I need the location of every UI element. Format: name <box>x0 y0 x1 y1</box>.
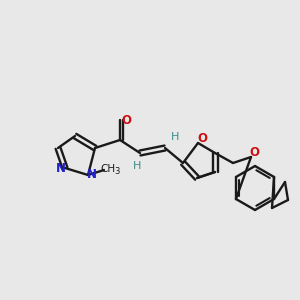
Text: H: H <box>171 132 179 142</box>
Text: H: H <box>133 161 141 171</box>
Text: N: N <box>56 161 66 175</box>
Text: N: N <box>87 169 97 182</box>
Text: O: O <box>249 146 259 158</box>
Text: CH: CH <box>100 164 116 174</box>
Text: O: O <box>197 131 207 145</box>
Text: 3: 3 <box>114 167 120 176</box>
Text: O: O <box>121 113 131 127</box>
